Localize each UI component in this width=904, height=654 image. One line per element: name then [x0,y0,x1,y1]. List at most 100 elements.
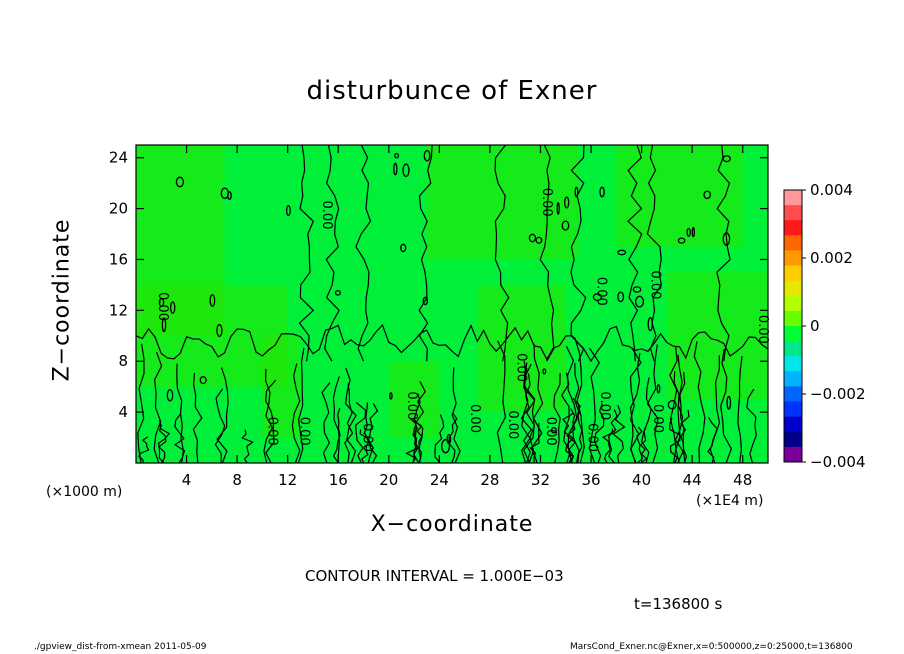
contour-line [157,423,170,464]
x-tick-label: 36 [581,471,600,489]
contour-line [153,351,163,464]
contour-label: 0.00 [467,404,482,433]
colorbar-tick-label: −0.004 [810,453,866,471]
contour-label: 0.00 [514,353,529,382]
y-tick-label: 8 [118,352,128,370]
contour-blob [592,293,603,302]
contour-blob [199,376,207,385]
field-patch [477,284,566,413]
colorbar-segment [784,250,802,266]
x-tick-label: 44 [683,471,702,489]
contour-line [539,144,555,362]
contour-blob [686,227,691,237]
contour-line [216,367,229,464]
contour-interval-label: CONTOUR INTERVAL = 1.000E−03 [305,567,564,585]
contour-blob [703,190,712,200]
contour-blob [528,233,537,243]
contour-line [675,354,683,464]
contour-line [214,388,226,464]
colorbar: 0.004 0.002 0 −0.002 −0.004 [783,181,866,471]
field-patch [388,361,440,438]
contour-line [405,424,418,464]
contour-blob [209,294,216,307]
contour-line [332,376,340,464]
colorbar-segment [784,205,802,221]
contour-line [673,371,684,464]
contour-blob [550,427,557,434]
contour-blob [423,149,431,162]
x-tick-label: 24 [430,471,449,489]
contour-label: 0.00 [543,417,558,446]
contour-blob [393,162,398,176]
contour-line [241,429,254,464]
colorbar-segment [784,356,802,372]
x-ticks: 4 8 12 16 20 24 28 32 36 40 44 48 [182,145,752,489]
contour-blob [216,324,223,337]
contour-line [192,372,203,464]
contour-line [531,343,544,464]
colorbar-segment [784,416,802,433]
contour-line [496,340,507,464]
contour-line [553,373,561,464]
contour-blob [422,296,428,306]
contour-blob [599,186,605,198]
contour-line [344,367,357,464]
contour-blob [677,237,686,244]
colorbar-segment [784,220,802,236]
contour-blob [647,316,654,332]
contour-line [720,349,732,464]
contour-line [737,356,743,464]
contour-blob [441,439,451,454]
contour-line [265,379,277,464]
x-unit-right: (×1E4 m) [696,493,764,509]
contour-blob [334,289,341,296]
contour-line [157,419,167,464]
contour-label: 0.00 [296,417,311,446]
contour-label: 0.00 [755,315,770,344]
colorbar-segment [784,326,802,342]
colorbar-segment [784,190,802,206]
contour-blob [726,395,732,410]
contour-blob [166,389,174,402]
contour-line [137,343,145,464]
y-tick-label: 24 [109,149,128,167]
contour-line [448,412,458,464]
contour-label: 0.00 [650,404,665,433]
contour-line [359,429,370,464]
contour-line [414,381,426,464]
contour-line [565,345,578,464]
contour-blob [161,317,167,333]
contour-label: 0.00 [360,423,375,452]
contour-line [332,407,341,464]
contour-line [344,383,354,464]
contour-blob [389,392,393,400]
contour-blob [691,226,695,238]
contour-label: 0.00 [648,270,663,299]
contour-blob [402,163,410,178]
contour-line [298,144,315,362]
contour-lines [135,144,769,464]
contour-line [367,403,379,464]
contour-line [324,144,340,362]
colorbar-tick-label: 0.002 [810,249,853,267]
contour-label: 0.00 [539,188,554,217]
contour-label: 0.00 [593,277,608,306]
plot-frame [135,144,769,464]
contour-line [263,368,274,464]
x-tick-label: 16 [329,471,348,489]
contour-line [746,388,757,464]
colorbar-segment [784,446,802,463]
contour-label: 0.00 [505,410,520,439]
y-tick-label: 4 [118,403,128,421]
contour-line [321,382,331,464]
contour-blob [564,196,570,209]
contour-line [612,405,626,464]
footer-left: ./gpview_dist-from-xmean 2011-05-09 [34,642,207,652]
contour-blob [632,286,642,293]
contour-line [641,377,652,464]
contour-line [291,363,301,464]
y-tick-label: 12 [109,301,128,319]
contour-label: 0.00 [597,391,612,420]
contour-line [523,362,536,464]
